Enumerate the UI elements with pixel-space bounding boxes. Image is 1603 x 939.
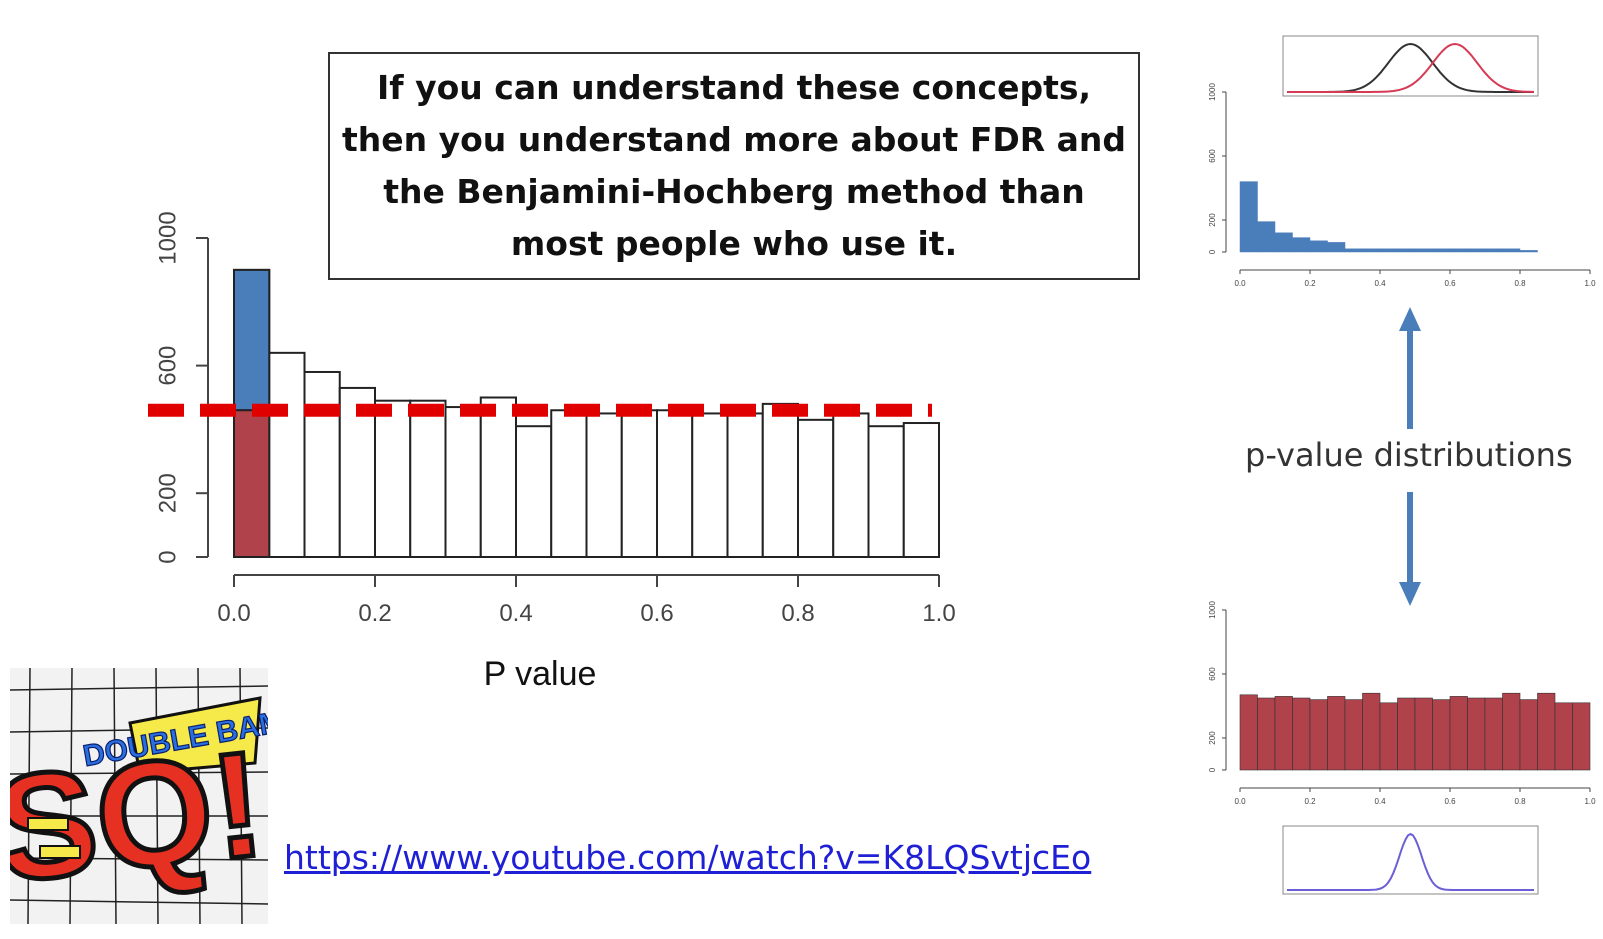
histogram-bar bbox=[1257, 221, 1276, 253]
x-tick-label: 0.4 bbox=[1374, 279, 1386, 288]
histogram-bar bbox=[303, 370, 341, 559]
x-tick-label: 0.0 bbox=[217, 600, 250, 627]
y-tick-label: 200 bbox=[1208, 731, 1217, 745]
histogram-bar bbox=[1449, 696, 1468, 771]
x-tick-label: 0.2 bbox=[358, 600, 391, 627]
arrow-up-icon bbox=[1399, 307, 1421, 429]
highlight-bar-false-positives bbox=[233, 409, 271, 559]
histogram-bar bbox=[1292, 237, 1311, 253]
histogram-bar bbox=[1414, 248, 1433, 253]
histogram-bar bbox=[1519, 699, 1538, 771]
histogram-bar bbox=[1239, 181, 1258, 253]
histogram-bar bbox=[1239, 694, 1258, 771]
histogram-bar bbox=[1467, 697, 1486, 771]
callout-text: If you can understand these concepts, th… bbox=[341, 68, 1127, 263]
histogram-bar bbox=[797, 418, 835, 558]
histogram-bar bbox=[1379, 248, 1398, 253]
histogram-bar bbox=[656, 409, 694, 559]
histogram-bar bbox=[1484, 697, 1503, 771]
histogram-bar bbox=[585, 412, 623, 559]
histogram-bar bbox=[761, 402, 799, 558]
histogram-bar bbox=[691, 412, 729, 559]
x-tick-label: 0.6 bbox=[640, 600, 673, 627]
histogram-bar bbox=[1362, 248, 1381, 253]
x-tick-label: 0.2 bbox=[1304, 279, 1316, 288]
x-tick-label: 0.8 bbox=[1514, 797, 1526, 806]
histogram-bar bbox=[1397, 697, 1416, 771]
x-axis-title: P value bbox=[484, 655, 597, 693]
histogram-bar bbox=[374, 399, 412, 558]
double-bam-logo: DOUBLE BAM!!! SQ! bbox=[10, 668, 268, 924]
y-tick-label: 600 bbox=[155, 346, 182, 386]
histogram-bar bbox=[1432, 248, 1451, 253]
histogram-bar bbox=[1502, 248, 1521, 253]
histogram-bar bbox=[515, 425, 553, 558]
y-tick-label: 0 bbox=[155, 550, 182, 563]
x-tick-label: 0.6 bbox=[1444, 279, 1456, 288]
y-tick-label: 1000 bbox=[155, 211, 182, 264]
histogram-bar bbox=[1554, 702, 1573, 771]
x-tick-label: 0.8 bbox=[781, 600, 814, 627]
arrow-caption: p-value distributions bbox=[1245, 436, 1573, 474]
histogram-bar bbox=[444, 406, 482, 558]
y-tick-label: 600 bbox=[1208, 149, 1217, 163]
histogram-bar bbox=[1449, 248, 1468, 253]
histogram-bar bbox=[479, 396, 517, 558]
histogram-bar bbox=[1309, 240, 1328, 253]
histogram-bar bbox=[409, 399, 447, 558]
x-tick-label: 0.2 bbox=[1304, 797, 1316, 806]
x-tick-label: 0.4 bbox=[499, 600, 532, 627]
highlight-bar-true-positives bbox=[233, 268, 271, 412]
histogram-bar bbox=[550, 409, 588, 559]
histogram-bar bbox=[1274, 232, 1293, 253]
histogram-bar bbox=[902, 422, 940, 558]
y-tick-label: 600 bbox=[1208, 667, 1217, 681]
callout-box: If you can understand these concepts, th… bbox=[328, 52, 1140, 280]
histogram-bar bbox=[1344, 699, 1363, 771]
histogram-bar bbox=[1379, 702, 1398, 771]
x-tick-label: 0.0 bbox=[1234, 797, 1246, 806]
x-tick-label: 0.8 bbox=[1514, 279, 1526, 288]
x-tick-label: 0.0 bbox=[1234, 279, 1246, 288]
histogram-bar bbox=[832, 412, 870, 559]
y-tick-label: 0 bbox=[1208, 249, 1217, 254]
histogram-bar bbox=[1432, 699, 1451, 771]
y-tick-label: 200 bbox=[155, 473, 182, 513]
logo-letters: SQ! bbox=[10, 719, 268, 914]
histogram-bar bbox=[1344, 248, 1363, 253]
histogram-bar bbox=[1327, 696, 1346, 771]
y-tick-label: 200 bbox=[1208, 213, 1217, 227]
histogram-bar bbox=[1292, 697, 1311, 771]
youtube-link[interactable]: https://www.youtube.com/watch?v=K8LQSvtj… bbox=[284, 838, 1092, 877]
histogram-bar bbox=[1274, 696, 1293, 771]
x-tick-label: 1.0 bbox=[1584, 797, 1596, 806]
x-tick-label: 1.0 bbox=[1584, 279, 1596, 288]
histogram-bar bbox=[1484, 248, 1503, 253]
histogram-bar bbox=[1519, 250, 1538, 253]
x-tick-label: 0.6 bbox=[1444, 797, 1456, 806]
histogram-bar bbox=[1327, 242, 1346, 253]
histogram-bar bbox=[1467, 248, 1486, 253]
arrow-down-icon bbox=[1399, 492, 1421, 606]
histogram-bar bbox=[1397, 248, 1416, 253]
y-tick-label: 1000 bbox=[1208, 83, 1217, 101]
y-tick-label: 1000 bbox=[1208, 601, 1217, 619]
histogram-bar bbox=[1309, 699, 1328, 771]
x-tick-label: 1.0 bbox=[922, 600, 955, 627]
top-right-histogram-chart: 0.0 0.2 0.4 0.6 0.8 1.0 0 200 600 1000 bbox=[1208, 83, 1596, 288]
y-tick-label: 0 bbox=[1208, 767, 1217, 772]
x-tick-label: 0.4 bbox=[1374, 797, 1386, 806]
histogram-bar bbox=[1257, 697, 1276, 771]
histogram-bar bbox=[268, 351, 306, 558]
histogram-bar bbox=[1414, 697, 1433, 771]
histogram-bar bbox=[1502, 692, 1521, 771]
bottom-right-histogram-chart: 0.0 0.2 0.4 0.6 0.8 1.0 0 200 600 1000 bbox=[1208, 601, 1596, 806]
histogram-bar bbox=[1362, 692, 1381, 771]
histogram-bar bbox=[620, 409, 658, 559]
histogram-bar bbox=[867, 425, 905, 558]
histogram-bar bbox=[726, 412, 764, 559]
histogram-bar bbox=[1537, 692, 1556, 771]
histogram-bar bbox=[1572, 702, 1591, 771]
